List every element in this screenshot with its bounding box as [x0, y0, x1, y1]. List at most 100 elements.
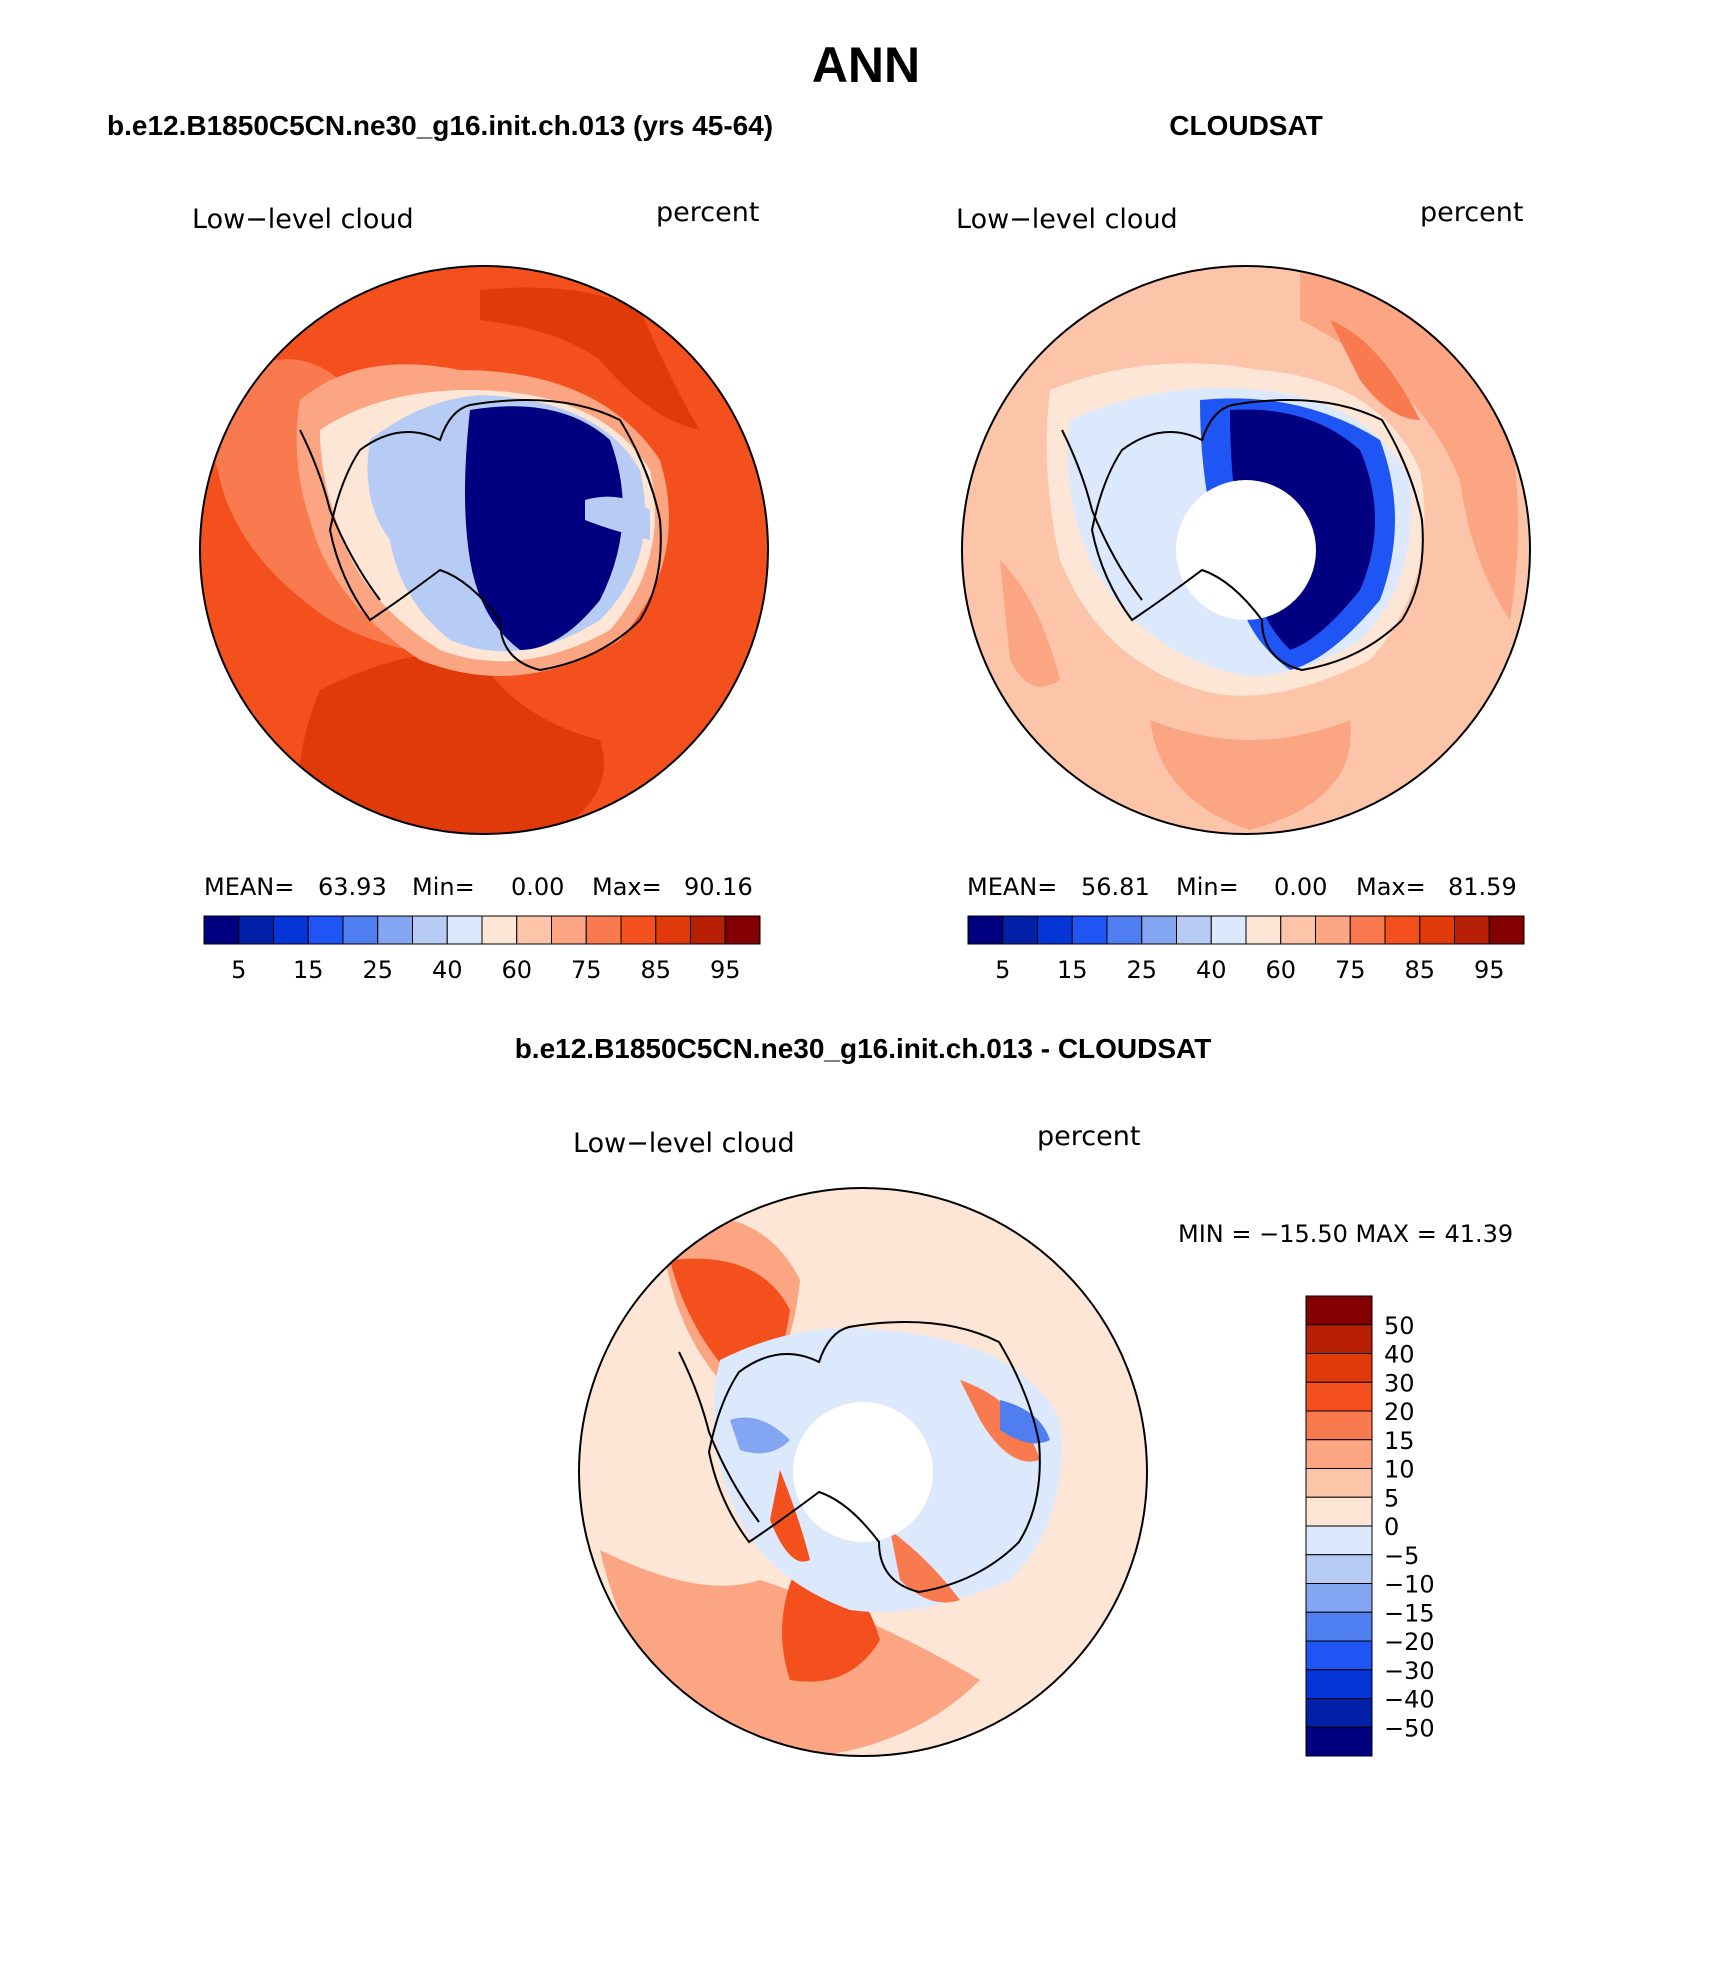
panel-model-colorbar-swatch — [238, 915, 274, 945]
panel-diff-units: percent — [1037, 1121, 1140, 1152]
panel-obs-colorbar-tick-label: 5 — [995, 956, 1010, 984]
panel-diff-colorbar-swatch — [1305, 1439, 1373, 1469]
panel-obs-colorbar-tick-label: 40 — [1196, 956, 1227, 984]
panel-obs-min: 0.00 — [1274, 873, 1327, 901]
panel-diff-colorbar-tick-label: −10 — [1384, 1571, 1435, 1599]
panel-obs-colorbar-swatch — [1488, 915, 1525, 945]
panel-model-mean: 63.93 — [318, 873, 387, 901]
panel-diff-colorbar-tick-label: 5 — [1384, 1484, 1399, 1512]
panel-model-colorbar-swatch — [342, 915, 379, 945]
panel-model-colorbar-swatch — [516, 915, 552, 945]
panel-obs-colorbar-swatch — [1176, 915, 1212, 945]
panel-model-min-label: Min= — [412, 873, 475, 901]
panel-obs-variable: Low−level cloud — [956, 204, 1178, 235]
panel-obs-mean-label: MEAN= — [967, 873, 1057, 901]
panel-obs-colorbar-tick-label: 25 — [1126, 956, 1157, 984]
panel-obs: CLOUDSAT Low−level cloud percent MEAN= 5… — [956, 110, 1531, 984]
panel-model-colorbar-swatch — [690, 915, 726, 945]
panel-model-colorbar-tick-label: 15 — [293, 956, 324, 984]
panel-diff-colorbar-tick-label: 30 — [1384, 1369, 1415, 1397]
panel-diff-colorbar-swatch — [1305, 1669, 1373, 1699]
panel-diff-colorbar-tick-label: 40 — [1384, 1341, 1415, 1369]
panel-obs-colorbar-swatch — [1071, 915, 1108, 945]
panel-diff-colorbar-tick-label: 20 — [1384, 1398, 1415, 1426]
panel-diff-colorbar-tick-label: −5 — [1384, 1542, 1419, 1570]
panel-model-colorbar-swatch — [203, 915, 240, 945]
panel-diff-colorbar-swatch — [1305, 1554, 1373, 1584]
panel-diff-colorbar-swatch — [1305, 1611, 1373, 1642]
panel-diff-colorbar-tick-label: −30 — [1384, 1657, 1435, 1685]
panel-model-min: 0.00 — [511, 873, 564, 901]
panel-obs-colorbar-tick-label: 95 — [1474, 956, 1505, 984]
panel-model-colorbar-swatch — [620, 915, 657, 945]
panel-diff-minmax: MIN = −15.50 MAX = 41.39 — [1178, 1220, 1513, 1248]
panel-model-colorbar-tick-label: 60 — [501, 956, 532, 984]
panel-model-colorbar-swatch — [724, 915, 761, 945]
page-title: ANN — [812, 37, 920, 93]
panel-obs-colorbar-swatch — [1141, 915, 1177, 945]
panel-model-colorbar-swatch — [585, 915, 622, 945]
panel-diff-colorbar-swatch — [1305, 1583, 1373, 1613]
panel-obs-max-label: Max= — [1356, 873, 1426, 901]
panel-diff-colorbar-swatch — [1305, 1525, 1373, 1556]
panel-obs-colorbar-swatch — [1037, 915, 1073, 945]
panel-model-colorbar-swatch — [481, 915, 518, 945]
panel-model-variable: Low−level cloud — [192, 204, 414, 235]
panel-diff-colorbar-swatch — [1305, 1496, 1373, 1527]
panel-diff-colorbar-tick-label: 0 — [1384, 1513, 1399, 1541]
panel-diff-colorbar-tick-label: −20 — [1384, 1628, 1435, 1656]
panel-obs-colorbar-tick-label: 15 — [1057, 956, 1088, 984]
panel-model-colorbar-swatch — [446, 915, 483, 945]
panel-diff-colorbar-swatch — [1305, 1324, 1373, 1354]
panel-obs-colorbar-swatch — [1210, 915, 1247, 945]
panel-diff-colorbar-swatch — [1305, 1381, 1373, 1412]
panel-obs-header: CLOUDSAT — [1169, 110, 1322, 141]
panel-obs-colorbar-swatch — [1384, 915, 1421, 945]
panel-model-units: percent — [656, 197, 759, 228]
panel-obs-colorbar-swatch — [1454, 915, 1490, 945]
panel-obs-map — [962, 266, 1530, 834]
panel-obs-colorbar-swatch — [1280, 915, 1316, 945]
panel-obs-max: 81.59 — [1448, 873, 1517, 901]
panel-obs-colorbar-swatch — [1245, 915, 1282, 945]
panel-model-colorbar-swatch — [307, 915, 344, 945]
panel-model-colorbar-swatch — [551, 915, 587, 945]
panel-diff-colorbar-tick-label: −50 — [1384, 1714, 1435, 1742]
panel-obs-units: percent — [1420, 197, 1523, 228]
panel-model-colorbar-swatch — [377, 915, 413, 945]
panel-diff-colorbar-swatch — [1305, 1353, 1373, 1383]
panel-obs-colorbar-tick-label: 75 — [1335, 956, 1366, 984]
panel-model-colorbar-tick-label: 75 — [571, 956, 602, 984]
panel-diff-variable: Low−level cloud — [573, 1128, 795, 1159]
panel-model-max-label: Max= — [592, 873, 662, 901]
panel-diff-colorbar-tick-label: −40 — [1384, 1686, 1435, 1714]
panel-diff-colorbar-swatch — [1305, 1468, 1373, 1498]
panel-model-colorbar-tick-label: 85 — [640, 956, 671, 984]
panel-obs-colorbar-tick-label: 60 — [1265, 956, 1296, 984]
panel-obs-colorbar-swatch — [1419, 915, 1455, 945]
panel-diff-colorbar-swatch — [1305, 1295, 1373, 1326]
panel-diff-colorbar-tick-label: 10 — [1384, 1456, 1415, 1484]
panel-diff-colorbar-tick-label: 15 — [1384, 1427, 1415, 1455]
panel-obs-colorbar-tick-label: 85 — [1404, 956, 1435, 984]
panel-obs-colorbar-swatch — [1002, 915, 1038, 945]
panel-diff-header: b.e12.B1850C5CN.ne30_g16.init.ch.013 - C… — [515, 1033, 1212, 1064]
panel-diff-colorbar-swatch — [1305, 1698, 1373, 1728]
panel-diff-colorbar-swatch — [1305, 1410, 1373, 1441]
panel-model-header: b.e12.B1850C5CN.ne30_g16.init.ch.013 (yr… — [107, 110, 773, 141]
panel-obs-colorbar: 5 15 25 40 60 75 85 95 — [967, 915, 1525, 984]
panel-diff-colorbar-tick-label: 50 — [1384, 1312, 1415, 1340]
panel-obs-colorbar-swatch — [967, 915, 1004, 945]
panel-model-colorbar-tick-label: 25 — [362, 956, 393, 984]
panel-obs-colorbar-swatch — [1315, 915, 1351, 945]
panel-model-colorbar-tick-label: 95 — [710, 956, 741, 984]
panel-model-mean-label: MEAN= — [204, 873, 294, 901]
panel-obs-mean: 56.81 — [1081, 873, 1150, 901]
panel-model-max: 90.16 — [684, 873, 753, 901]
panel-diff-colorbar-swatch — [1305, 1640, 1373, 1671]
panel-obs-colorbar-swatch — [1106, 915, 1143, 945]
panel-model-colorbar-swatch — [273, 915, 309, 945]
panel-model-colorbar-tick-label: 5 — [231, 956, 246, 984]
